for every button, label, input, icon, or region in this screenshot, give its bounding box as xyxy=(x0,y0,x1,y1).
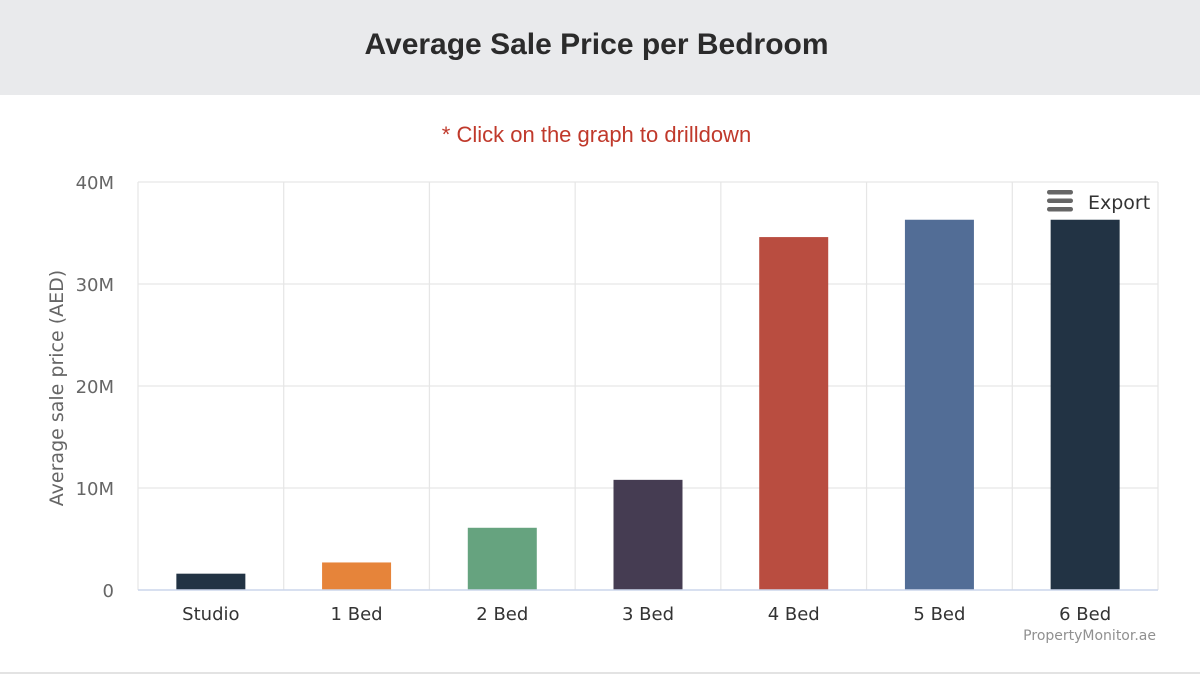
grid-lines xyxy=(137,181,1159,590)
bar-6-bed[interactable] xyxy=(1050,219,1120,590)
x-tick-label: 6 Bed xyxy=(1059,604,1111,625)
bottom-border xyxy=(0,672,1200,674)
y-tick-label: 0 xyxy=(103,581,114,602)
credit-label[interactable]: PropertyMonitor.ae xyxy=(1023,628,1156,644)
y-tick-label: 20M xyxy=(76,377,114,398)
x-tick-label: 5 Bed xyxy=(913,604,965,625)
x-tick-label: 2 Bed xyxy=(476,604,528,625)
chart-title: Average Sale Price per Bedroom xyxy=(364,28,829,61)
y-axis-label: Average sale price (AED) xyxy=(46,270,68,506)
x-axis-ticks: Studio 1 Bed 2 Bed 3 Bed 4 Bed 5 Bed 6 Bed xyxy=(182,604,1111,625)
export-button[interactable]: Export xyxy=(1047,190,1150,214)
chart-area[interactable]: 0 10M 20M 30M 40M Average sale price (AED) S… xyxy=(0,150,1200,660)
y-tick-label: 30M xyxy=(76,275,114,296)
bar-1-bed[interactable] xyxy=(322,562,392,590)
chart-header: Average Sale Price per Bedroom xyxy=(0,0,1200,95)
x-tick-label: 4 Bed xyxy=(768,604,820,625)
export-label: Export xyxy=(1088,192,1150,214)
bars[interactable] xyxy=(176,219,1120,590)
bar-studio[interactable] xyxy=(176,573,246,590)
x-tick-label: 1 Bed xyxy=(331,604,383,625)
bar-4-bed[interactable] xyxy=(759,237,829,590)
bar-3-bed[interactable] xyxy=(613,479,683,590)
x-tick-label: 3 Bed xyxy=(622,604,674,625)
y-tick-label: 40M xyxy=(76,173,114,194)
y-axis-ticks: 0 10M 20M 30M 40M xyxy=(76,173,114,602)
hamburger-menu-icon xyxy=(1047,190,1073,212)
x-tick-label: Studio xyxy=(182,604,239,625)
bar-2-bed[interactable] xyxy=(467,527,537,590)
y-tick-label: 10M xyxy=(76,479,114,500)
drilldown-note[interactable]: * Click on the graph to drilldown xyxy=(441,122,752,147)
bar-chart[interactable]: 0 10M 20M 30M 40M Average sale price (AED) S… xyxy=(0,150,1200,660)
bar-5-bed[interactable] xyxy=(904,219,974,590)
